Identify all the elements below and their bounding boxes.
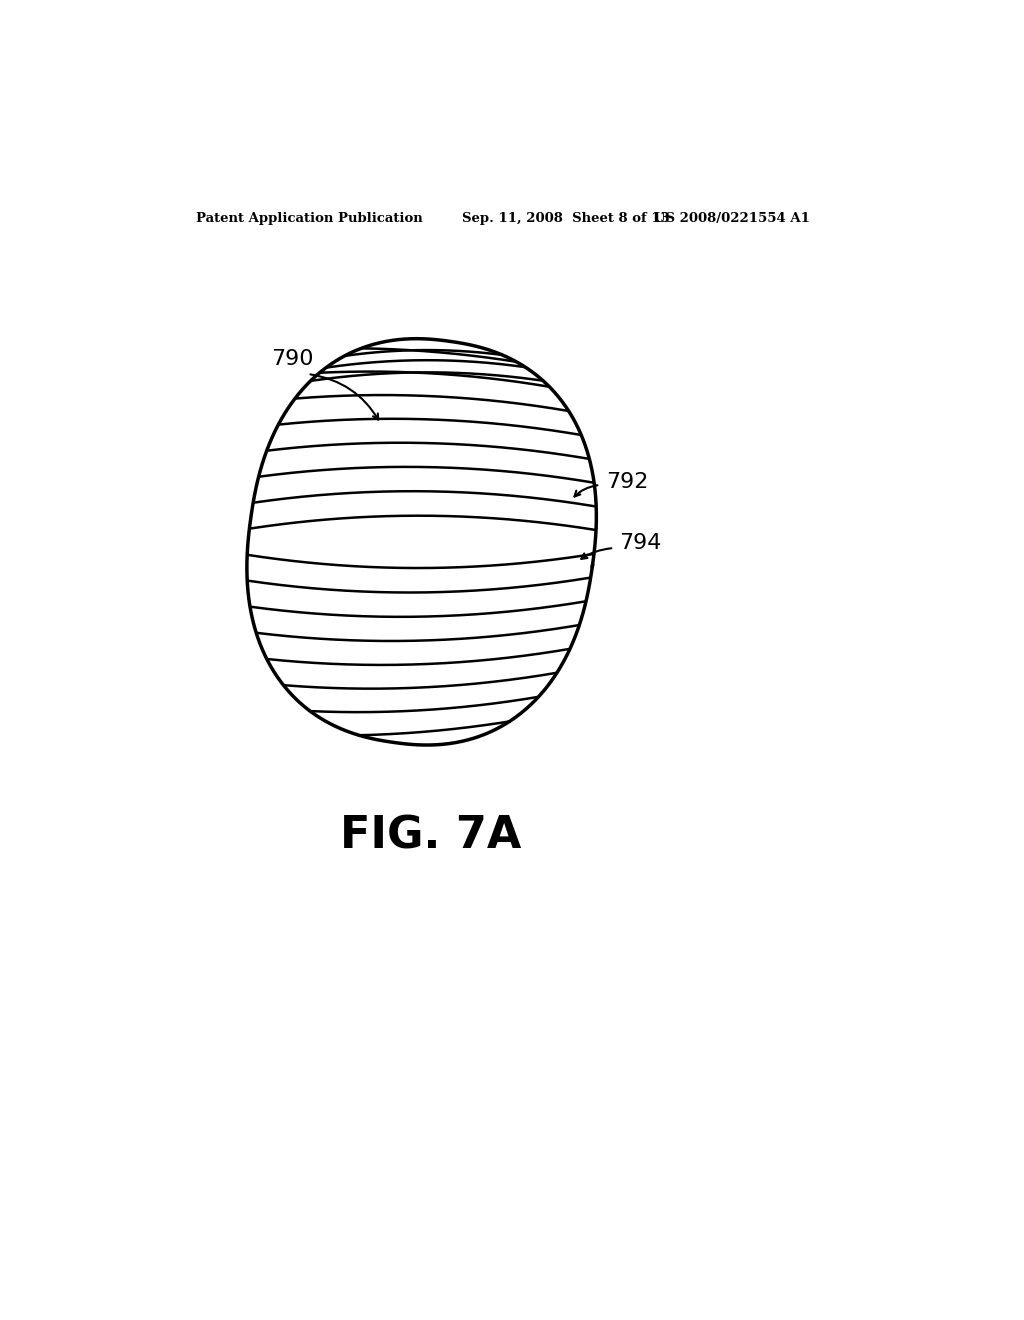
Text: FIG. 7A: FIG. 7A	[340, 814, 521, 858]
Text: 790: 790	[270, 348, 313, 368]
Text: Sep. 11, 2008  Sheet 8 of 13: Sep. 11, 2008 Sheet 8 of 13	[462, 213, 670, 224]
Text: 794: 794	[620, 533, 662, 553]
Text: Patent Application Publication: Patent Application Publication	[196, 213, 423, 224]
Text: US 2008/0221554 A1: US 2008/0221554 A1	[654, 213, 810, 224]
Text: 792: 792	[606, 471, 649, 492]
